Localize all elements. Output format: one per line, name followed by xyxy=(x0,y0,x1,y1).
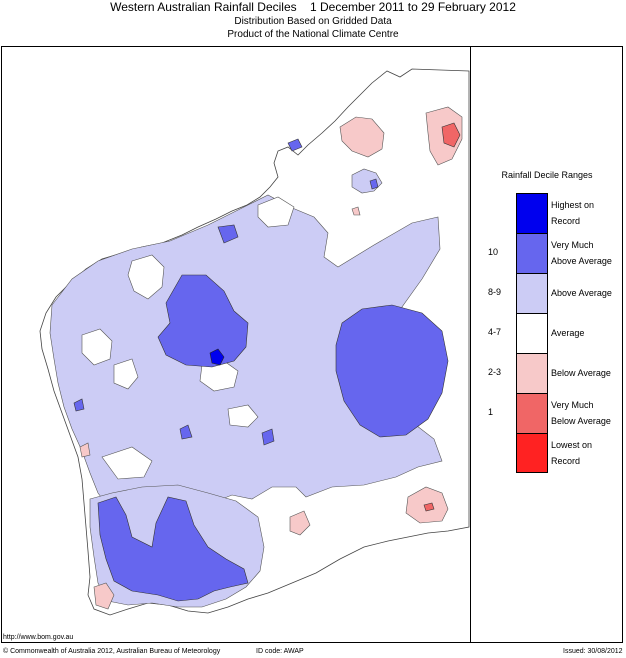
legend-label-line2: Above Average xyxy=(551,256,612,266)
very-much-above-average-small-1 xyxy=(179,424,193,440)
legend-decile-5: 2-3 xyxy=(488,367,502,377)
legend-label-5: Below Average xyxy=(551,365,611,381)
very-much-above-average-north-patch xyxy=(217,224,239,244)
very-much-above-average-small-3 xyxy=(73,398,85,412)
legend-label-line2: Record xyxy=(551,216,581,226)
legend-swatch-4 xyxy=(516,313,548,353)
legend-label-line1: Very Much xyxy=(551,240,594,250)
legend-swatch-1 xyxy=(516,193,548,233)
legend-divider xyxy=(470,46,471,643)
map-frame xyxy=(1,46,623,643)
very-much-above-average-small-4 xyxy=(369,178,379,190)
very-much-above-average-southwest xyxy=(97,496,249,602)
legend-label-7: Lowest on Record xyxy=(551,437,592,469)
legend-decile-6: 1 xyxy=(488,407,494,417)
legend-label-4: Average xyxy=(551,325,584,341)
highest-on-record-patch xyxy=(209,348,225,366)
footer-id-code: ID code: AWAP xyxy=(256,648,304,655)
legend-swatch-7 xyxy=(516,433,548,473)
map-subtitle-product: Product of the National Climate Centre xyxy=(227,29,399,40)
very-much-above-average-east xyxy=(335,304,449,438)
legend-label-line2: Below Average xyxy=(551,416,611,426)
legend-label-6: Very Much Below Average xyxy=(551,397,611,429)
legend-swatch-6 xyxy=(516,393,548,433)
footer-url[interactable]: http://www.bom.gov.au xyxy=(3,634,74,641)
legend-decile-2: 10 xyxy=(488,247,499,257)
legend-label-1: Highest on Record xyxy=(551,197,594,229)
below-average-south-coast xyxy=(289,510,311,536)
legend-label-2: Very Much Above Average xyxy=(551,237,612,269)
legend-decile-3: 8-9 xyxy=(488,287,502,297)
legend-label-line1: Lowest on xyxy=(551,440,593,450)
very-much-above-average-kimberley-patch xyxy=(287,138,303,152)
average-island-7 xyxy=(101,446,153,480)
legend-decile-4: 4-7 xyxy=(488,327,502,337)
average-island-6 xyxy=(257,196,295,228)
legend-swatch-5 xyxy=(516,353,548,393)
legend-label-line1: Very Much xyxy=(551,400,594,410)
map-title: Western Australian Rainfall Deciles 1 De… xyxy=(110,0,516,14)
very-much-above-average-small-2 xyxy=(261,428,275,446)
legend-swatch-2 xyxy=(516,233,548,273)
footer-copyright: © Commonwealth of Australia 2012, Austra… xyxy=(3,648,221,655)
legend-title: Rainfall Decile Ranges xyxy=(501,170,593,180)
footer-issued: Issued: 30/08/2012 xyxy=(563,648,623,655)
very-much-below-average-small xyxy=(423,502,435,512)
legend-label-line1: Average xyxy=(551,328,585,338)
legend-label-line1: Below Average xyxy=(551,368,611,378)
below-average-kimberley xyxy=(339,116,385,158)
map-subtitle-distribution: Distribution Based on Gridded Data xyxy=(234,16,392,27)
average-island-3 xyxy=(81,328,113,366)
wa-rainfall-decile-map xyxy=(39,68,470,616)
below-average-small-north xyxy=(351,206,361,216)
very-much-below-average-patch xyxy=(441,122,461,148)
below-average-small-west xyxy=(79,442,91,458)
very-much-above-average-central xyxy=(157,274,249,368)
legend-label-line1: Above Average xyxy=(551,288,612,298)
average-island-4 xyxy=(227,404,259,428)
average-island-5 xyxy=(113,358,139,390)
legend-label-3: Above Average xyxy=(551,285,612,301)
average-island-1 xyxy=(127,254,165,300)
legend-label-line1: Highest on xyxy=(551,200,595,210)
legend-label-line2: Record xyxy=(551,456,581,466)
legend-swatch-3 xyxy=(516,273,548,313)
below-average-southwest-tip xyxy=(93,582,115,610)
